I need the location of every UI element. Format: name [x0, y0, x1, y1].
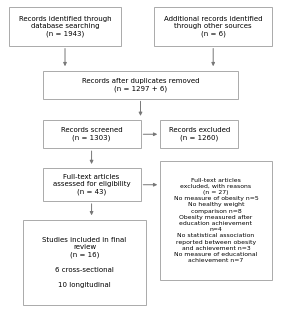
Text: Records after duplicates removed
(n = 1297 + 6): Records after duplicates removed (n = 12…: [82, 78, 199, 91]
Text: Records excluded
(n = 1260): Records excluded (n = 1260): [169, 127, 230, 141]
Text: Records identified through
database searching
(n = 1943): Records identified through database sear…: [19, 16, 111, 37]
Text: Studies included in final
review
(n = 16)

6 cross-sectional

10 longitudinal: Studies included in final review (n = 16…: [42, 236, 127, 288]
FancyBboxPatch shape: [43, 168, 140, 201]
FancyBboxPatch shape: [160, 161, 272, 280]
Text: Records screened
(n = 1303): Records screened (n = 1303): [61, 127, 123, 141]
FancyBboxPatch shape: [43, 120, 140, 148]
FancyBboxPatch shape: [43, 71, 238, 99]
Text: Additional records identified
through other sources
(n = 6): Additional records identified through ot…: [164, 16, 262, 37]
FancyBboxPatch shape: [160, 120, 238, 148]
FancyBboxPatch shape: [23, 220, 146, 305]
FancyBboxPatch shape: [9, 7, 121, 46]
Text: Full-text articles
assessed for eligibility
(n = 43): Full-text articles assessed for eligibil…: [53, 174, 130, 196]
FancyBboxPatch shape: [155, 7, 272, 46]
Text: Full-text articles
excluded, with reasons
(n = 27)
No measure of obesity n=5
No : Full-text articles excluded, with reason…: [174, 178, 258, 263]
